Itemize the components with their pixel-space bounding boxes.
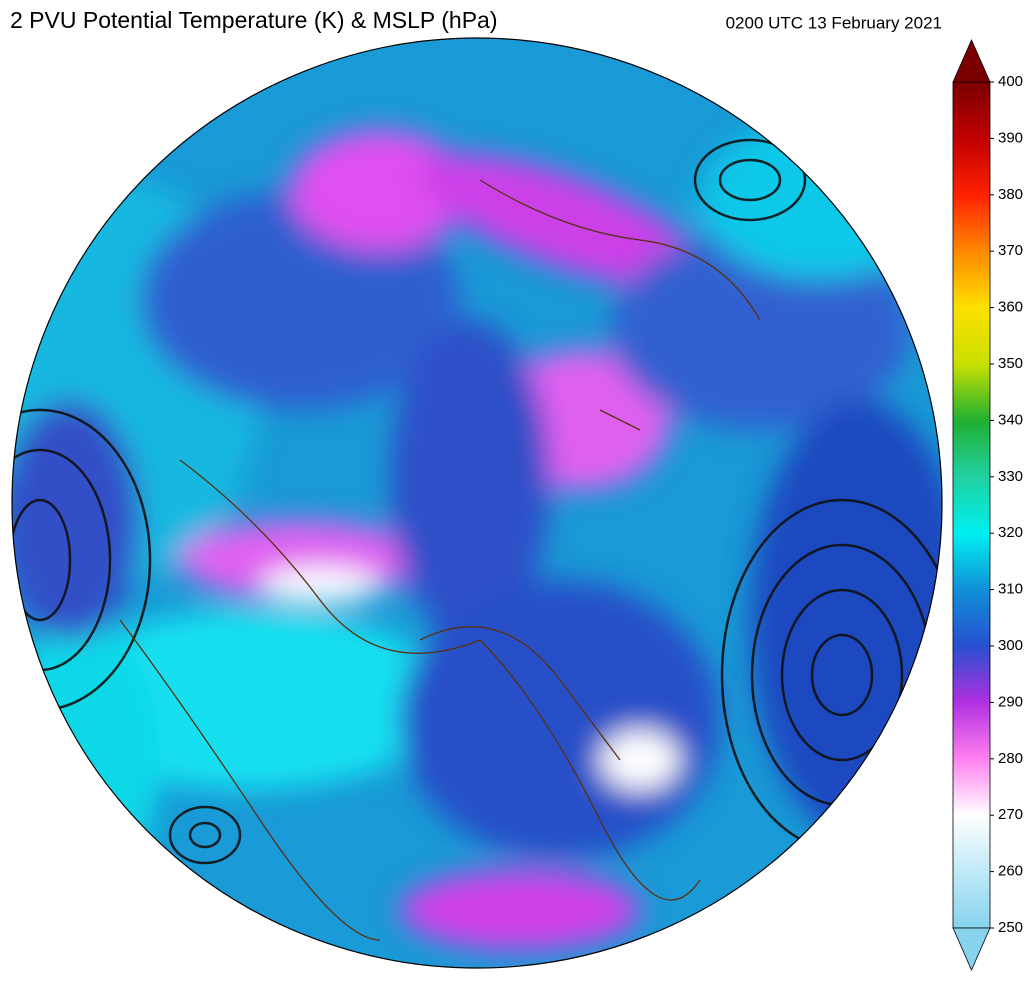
colorbar-tick-label: 350 [998,355,1023,372]
colorbar-tick-label: 380 [998,186,1023,203]
colorbar-tick-label: 370 [998,242,1023,259]
colorbar-tick-label: 250 [998,919,1023,936]
colorbar-tick-label: 300 [998,637,1023,654]
colorbar-extend-top [952,39,991,83]
colorbar-tick-label: 280 [998,750,1023,767]
colorbar-tick-label: 390 [998,129,1023,146]
colorbar-tick-label: 310 [998,581,1023,598]
map-border [11,37,943,969]
colorbar-tick-label: 360 [998,299,1023,316]
colorbar-tick-label: 340 [998,411,1023,428]
colorbar-tick-label: 400 [998,73,1023,90]
colorbar-tick-label: 290 [998,693,1023,710]
valid-time: 0200 UTC 13 February 2021 [726,13,942,32]
colorbar-tick-label: 270 [998,806,1023,823]
colorbar-tick-label: 260 [998,863,1023,880]
map-title: 2 PVU Potential Temperature (K) & MSLP (… [10,7,497,33]
colorbar-tick-label: 330 [998,468,1023,485]
colorbar-tick-label: 320 [998,524,1023,541]
colorbar-extend-bottom [952,927,991,971]
colorbar-scale [952,81,991,929]
map-disc [12,38,942,968]
colorbar: 250 260 270 280 290 300 310 320 330 340 350 360 370 3… [952,39,1023,971]
